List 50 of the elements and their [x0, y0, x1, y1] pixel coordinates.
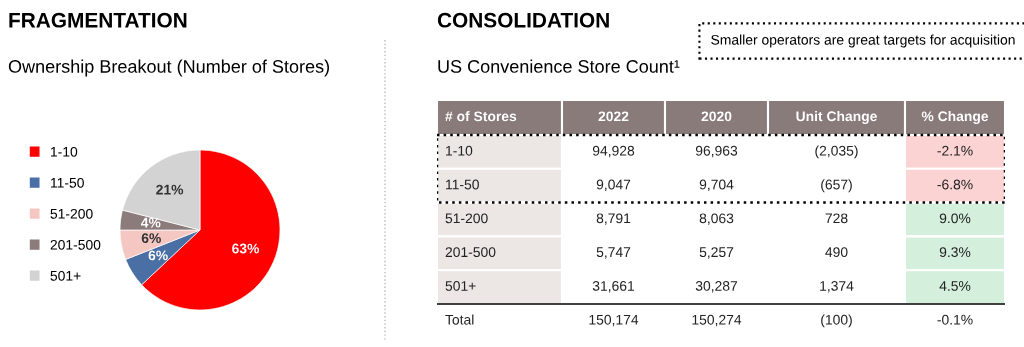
- text: 8,791: [596, 213, 631, 225]
- category-label: % Change: [921, 111, 989, 124]
- text: 201-500: [445, 247, 496, 258]
- text: 501+: [445, 280, 476, 291]
- text: 8,063: [699, 213, 734, 225]
- category-label: # of Stores: [445, 111, 517, 122]
- legend-label: 51-200: [50, 208, 93, 219]
- text: 5,747: [596, 247, 631, 259]
- text: 9,704: [699, 179, 734, 192]
- text: 51-200: [445, 213, 488, 224]
- text: -2.1%: [937, 145, 973, 156]
- text: 150,274: [692, 314, 742, 327]
- text: 728: [825, 213, 848, 224]
- category-label: 2022: [598, 111, 629, 122]
- text: Smaller operators are great targets for acquisition: [711, 34, 1015, 48]
- text: 1-10: [446, 145, 473, 156]
- text: 31,661: [592, 280, 635, 293]
- category-label: Unit Change: [796, 111, 877, 124]
- data-label: 21%: [156, 184, 184, 195]
- text: -6.8%: [937, 179, 973, 190]
- text: 9.3%: [939, 247, 971, 258]
- text: US Convenience Store Count¹: [438, 59, 680, 73]
- text: -0.1%: [937, 314, 973, 325]
- legend-label: 201-500: [50, 239, 101, 250]
- chart-subtitle: Ownership Breakout (Number of Stores): [8, 59, 329, 77]
- text: 490: [825, 247, 848, 258]
- text: 11-50: [446, 179, 479, 190]
- text: Total: [445, 314, 474, 325]
- text: (657): [821, 179, 852, 193]
- category-label: 2020: [701, 111, 732, 122]
- text: (2,035): [815, 145, 858, 159]
- text: 1,374: [820, 280, 854, 293]
- text: 4.5%: [939, 281, 971, 291]
- legend-label: 11-50: [51, 177, 84, 188]
- data-label: 63%: [232, 243, 260, 254]
- data-label: 6%: [141, 233, 161, 244]
- text: 30,287: [695, 280, 738, 293]
- chart-title: FRAGMENTATION: [9, 12, 187, 28]
- text: CONSOLIDATION: [437, 12, 609, 28]
- text: 9,047: [596, 179, 631, 192]
- text: (100): [821, 314, 852, 328]
- text: 5,257: [699, 247, 734, 259]
- data-label: 4%: [140, 217, 161, 228]
- text: 94,928: [592, 145, 635, 158]
- text: 9.0%: [939, 213, 971, 224]
- legend-label: 1-10: [51, 146, 78, 157]
- legend-label: 501+: [50, 270, 81, 281]
- data-label: 6%: [148, 250, 168, 261]
- text: 96,963: [695, 145, 738, 158]
- text: 150,174: [589, 314, 639, 327]
